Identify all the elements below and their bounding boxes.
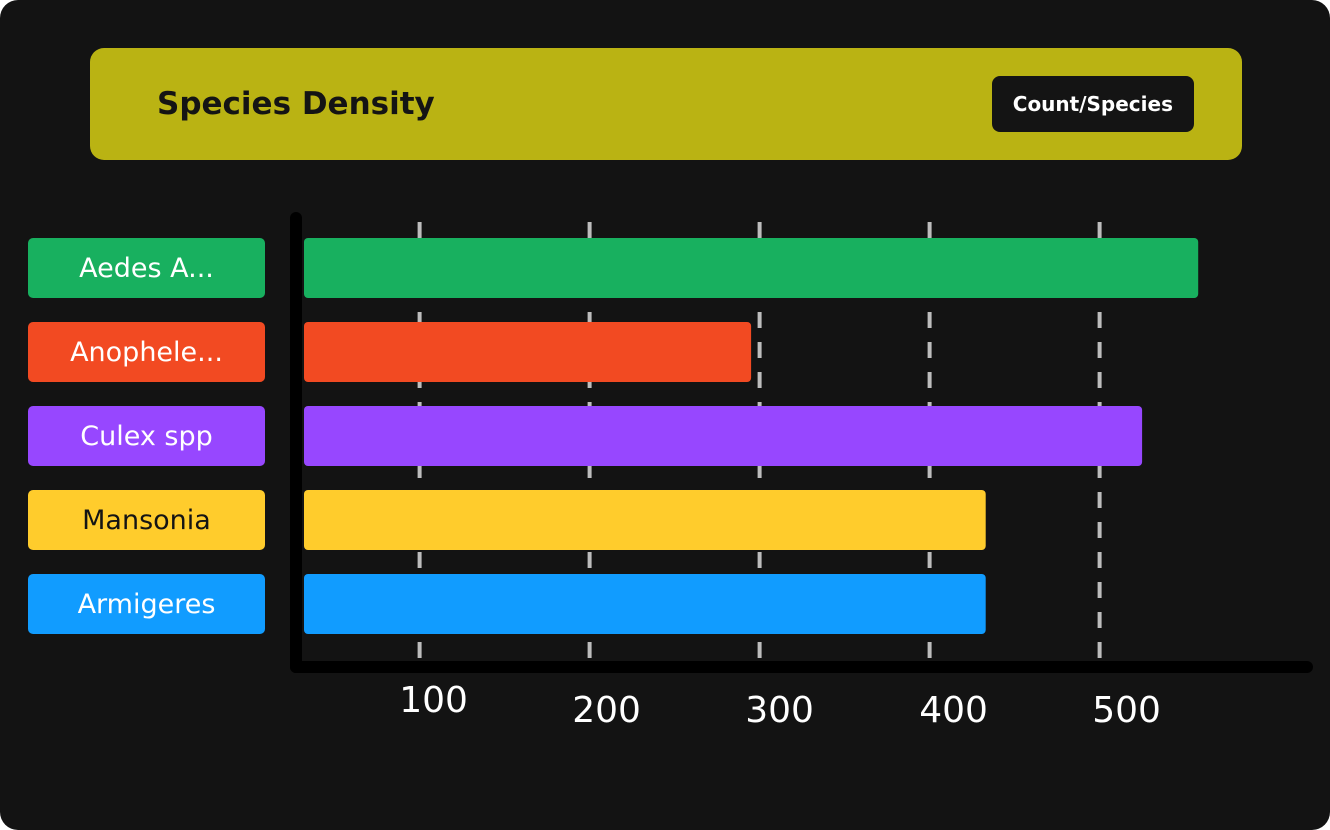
bar-2 [304,406,1143,466]
bar-3 [304,490,986,550]
x-tick-label: 400 [919,690,988,731]
x-tick-label: 300 [745,690,814,731]
chart-title: Species Density [157,86,435,122]
category-label: Armigeres [28,574,265,634]
chart-header: Species Density Count/Species [90,48,1242,160]
bar-1 [304,322,752,382]
unit-badge: Count/Species [991,76,1194,132]
x-tick-label: 200 [572,690,641,731]
axes [290,212,1313,673]
x-tick-label: 100 [399,680,468,721]
category-label: Mansonia [28,490,265,550]
category-label: Culex spp [28,406,265,466]
category-label: Anophele... [28,322,265,382]
x-tick-labels: 100 200 300 400 500 [399,680,1161,731]
x-tick-label: 500 [1092,690,1161,731]
bar-0 [304,238,1199,298]
bars [304,238,1199,634]
category-label: Aedes A... [28,238,265,298]
bar-4 [304,574,986,634]
